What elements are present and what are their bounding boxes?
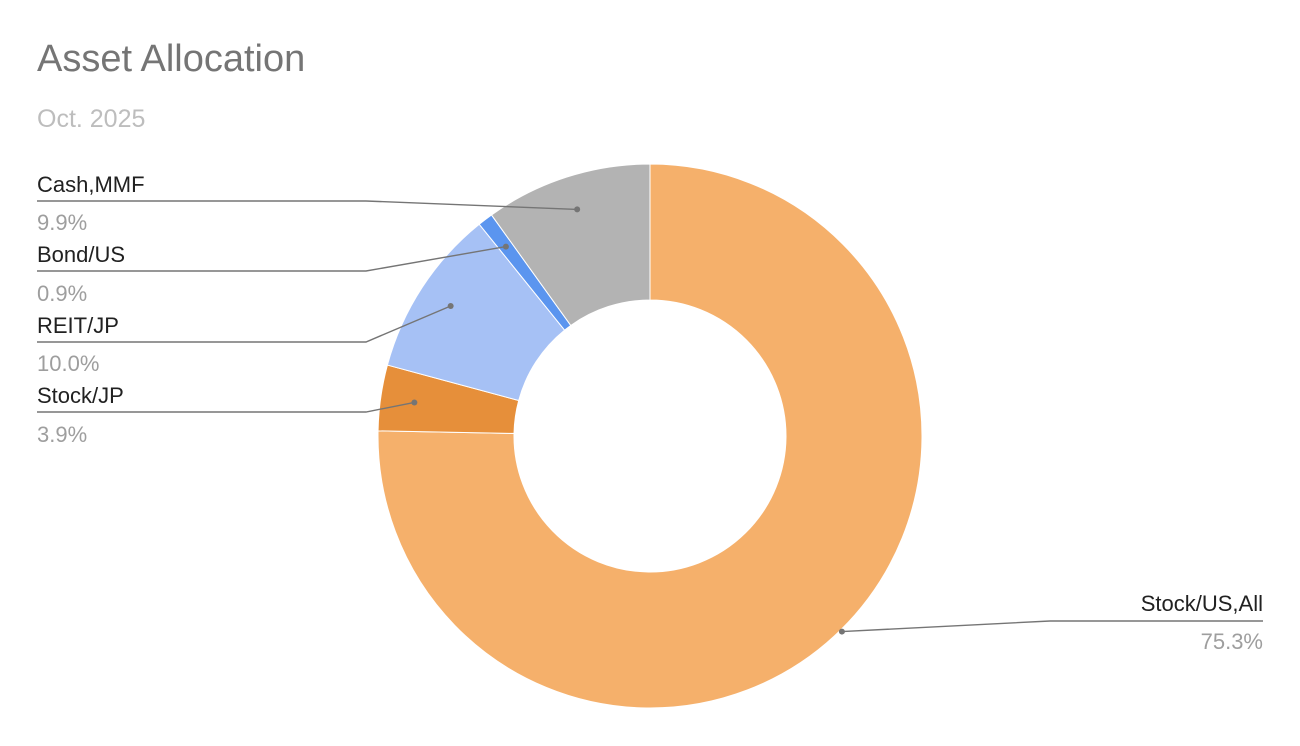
- slice-label-stock-jp: Stock/JP: [37, 383, 124, 408]
- leader-dot-cash-mmf: [574, 206, 581, 213]
- leader-line-stock-us-all: [841, 620, 1263, 633]
- slice-cash-mmf[interactable]: [490, 163, 651, 327]
- leader-dot-stock-us-all: [838, 628, 845, 635]
- leader-line-stock-jp: [37, 401, 415, 413]
- leader-dot-reit-jp: [447, 302, 454, 309]
- chart-subtitle: Oct. 2025: [37, 105, 146, 133]
- slice-percent-reit-jp: 10.0%: [37, 351, 99, 376]
- slice-percent-stock-us-all: 75.3%: [1201, 629, 1263, 654]
- slice-label-stock-us-all: Stock/US,All: [1141, 591, 1263, 616]
- slice-label-reit-jp: REIT/JP: [37, 313, 119, 338]
- leader-line-reit-jp: [37, 305, 451, 343]
- slice-percent-stock-jp: 3.9%: [37, 422, 87, 447]
- leader-line-cash-mmf: [37, 200, 578, 211]
- slice-stock-us-all[interactable]: [377, 163, 923, 709]
- chart-title: Asset Allocation: [37, 38, 306, 80]
- leader-dot-stock-jp: [411, 399, 418, 406]
- slice-label-cash-mmf: Cash,MMF: [37, 172, 145, 197]
- slice-label-bond-us: Bond/US: [37, 242, 125, 267]
- slice-percent-cash-mmf: 9.9%: [37, 210, 87, 235]
- slice-percent-bond-us: 0.9%: [37, 281, 87, 306]
- leader-line-bond-us: [37, 245, 507, 272]
- leader-dot-bond-us: [502, 243, 509, 250]
